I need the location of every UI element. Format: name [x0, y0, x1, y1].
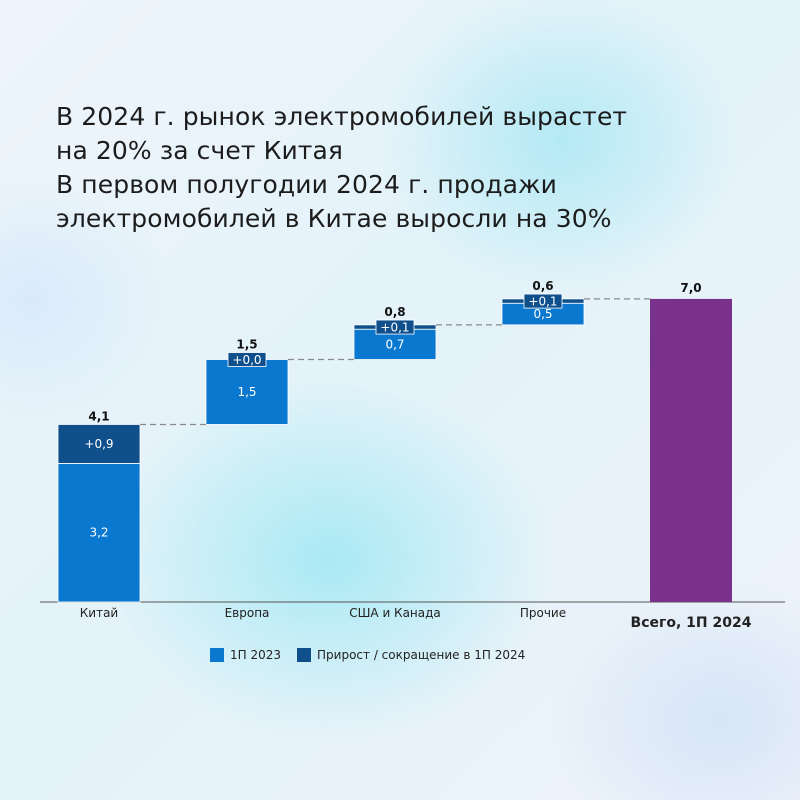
base-value-label: 0,7	[385, 337, 404, 351]
title-line: В 2024 г. рынок электромобилей вырастет	[56, 102, 628, 131]
legend-item-growth: Прирост / сокращение в 1П 2024	[297, 648, 525, 662]
base-value-label: 3,2	[89, 526, 108, 540]
category-label: США и Канада	[349, 606, 441, 620]
growth-tag	[375, 319, 415, 335]
category-label: Китай	[80, 606, 118, 620]
category-label: Всего, 1П 2024	[631, 615, 752, 631]
category-label: Прочие	[520, 606, 566, 620]
legend-item-base: 1П 2023	[210, 648, 281, 662]
total-label: 7,0	[680, 281, 701, 295]
growth-value-label: +0,9	[84, 437, 113, 451]
growth-tag	[227, 352, 267, 367]
category-label: Европа	[225, 606, 270, 620]
growth-tag	[523, 293, 563, 309]
title-line: на 20% за счет Китая	[56, 136, 344, 165]
legend-label-base: 1П 2023	[230, 648, 282, 662]
total-label: 0,6	[532, 279, 553, 293]
legend-swatch-base	[210, 648, 224, 662]
total-bar	[650, 298, 732, 602]
chart-title: В 2024 г. рынок электромобилей вырастет …	[56, 100, 756, 236]
base-value-label: 0,5	[533, 307, 552, 321]
total-label: 0,8	[384, 305, 405, 319]
growth-segment	[57, 424, 141, 464]
base-value-label: 1,5	[237, 385, 256, 399]
legend-label-growth: Прирост / сокращение в 1П 2024	[317, 648, 526, 662]
growth-value-label: +0,1	[380, 321, 409, 335]
total-label: 4,1	[88, 409, 109, 423]
title-line: электромобилей в Китае выросли на 30%	[56, 204, 612, 233]
legend: 1П 2023 Прирост / сокращение в 1П 2024	[210, 648, 541, 662]
title-line: В первом полугодии 2024 г. продажи	[56, 170, 557, 199]
base-segment	[205, 359, 289, 425]
total-label: 1,5	[236, 338, 257, 352]
growth-value-label: +0,0	[232, 353, 261, 367]
growth-value-label: +0,1	[528, 295, 557, 309]
base-segment	[57, 463, 141, 603]
legend-swatch-growth	[297, 648, 312, 662]
